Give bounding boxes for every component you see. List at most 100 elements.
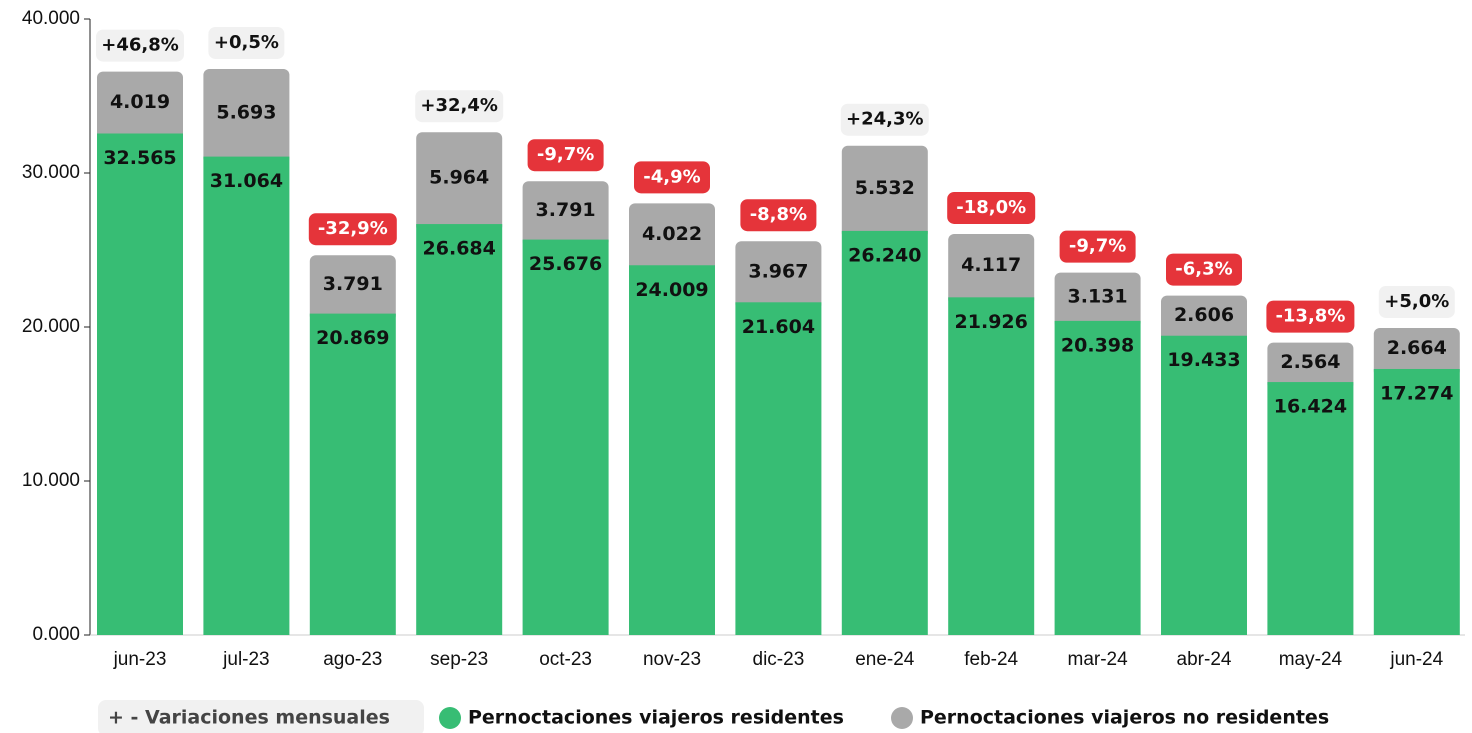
bar-segment — [522, 181, 609, 248]
x-tick-label: jun-23 — [113, 649, 167, 670]
bar-segment — [309, 255, 396, 322]
bar-segment — [1161, 295, 1247, 344]
x-tick-label: jul-23 — [222, 649, 269, 670]
bar-segment — [1054, 320, 1141, 635]
value-label: 5.532 — [855, 177, 915, 199]
x-tick-label: ene-24 — [855, 649, 915, 670]
legend-label: Pernoctaciones viajeros residentes — [468, 707, 844, 729]
value-label: 3.791 — [323, 273, 383, 295]
bar-segment — [416, 132, 503, 233]
variation-box — [1266, 300, 1355, 333]
variation-label: -9,7% — [1069, 236, 1126, 257]
bar-segment — [1373, 368, 1460, 635]
variation-label: -4,9% — [643, 166, 700, 187]
value-label: 17.274 — [1380, 382, 1453, 404]
value-label: 25.676 — [529, 253, 602, 275]
variation-box — [1378, 285, 1455, 318]
value-label: 4.117 — [961, 254, 1021, 276]
y-tick-label: 40.000 — [22, 8, 80, 29]
x-tick-label: jun-24 — [1389, 649, 1443, 670]
bar-segment — [948, 297, 1035, 635]
variation-label: -6,3% — [1175, 259, 1232, 280]
variation-box — [947, 191, 1036, 224]
variation-label: -8,8% — [750, 204, 807, 225]
bar-segment — [1373, 327, 1460, 377]
bar-segment — [203, 68, 290, 165]
variation-label: -18,0% — [956, 197, 1026, 218]
bar-segment — [629, 265, 715, 635]
value-label: 4.019 — [110, 91, 170, 113]
legend-box — [98, 700, 424, 733]
x-tick-label: mar-24 — [1068, 649, 1129, 670]
bar-segment — [1161, 335, 1247, 635]
legend-swatch — [439, 707, 461, 729]
variation-box — [527, 139, 604, 172]
variation-box — [415, 90, 504, 123]
variation-label: -9,7% — [537, 144, 594, 165]
variation-box — [1166, 253, 1242, 286]
value-label: 5.693 — [216, 101, 276, 123]
bar-segment — [1267, 382, 1354, 635]
x-tick-label: abr-24 — [1177, 649, 1232, 670]
value-label: 32.565 — [103, 147, 176, 169]
legend-label: Pernoctaciones viajeros no residentes — [920, 707, 1329, 729]
bar-segment — [735, 302, 822, 635]
bar-segment — [416, 224, 503, 635]
value-label: 3.791 — [536, 199, 596, 221]
y-tick-label: 10.000 — [22, 470, 80, 491]
bar-segment — [97, 133, 183, 635]
value-label: 16.424 — [1274, 396, 1347, 418]
variation-box — [208, 26, 285, 59]
x-tick-label: nov-23 — [643, 649, 701, 670]
bar-segment — [309, 313, 396, 635]
y-tick-label: 30.000 — [22, 162, 80, 183]
variation-label: -32,9% — [318, 218, 388, 239]
value-label: 3.131 — [1068, 285, 1128, 307]
variation-label: +32,4% — [420, 95, 498, 116]
bar-segment — [1267, 342, 1354, 391]
value-label: 3.967 — [748, 260, 808, 282]
value-label: 5.964 — [429, 167, 489, 189]
bar-segment — [522, 239, 609, 635]
value-label: 4.022 — [642, 223, 702, 245]
legend-swatch — [891, 707, 913, 729]
variation-box — [1059, 230, 1136, 263]
variation-label: +24,3% — [846, 109, 924, 130]
value-label: 19.433 — [1167, 349, 1240, 371]
variation-box — [634, 161, 710, 194]
variation-label: +5,0% — [1384, 291, 1449, 312]
x-tick-label: dic-23 — [753, 649, 805, 670]
x-tick-label: sep-23 — [430, 649, 488, 670]
value-label: 2.564 — [1280, 351, 1340, 373]
variation-box — [96, 29, 184, 62]
value-label: 2.664 — [1387, 337, 1447, 359]
value-label: 21.604 — [742, 316, 815, 338]
variation-box — [308, 213, 397, 246]
variation-label: +46,8% — [101, 35, 179, 56]
value-label: 20.869 — [316, 327, 389, 349]
bar-segment — [735, 241, 822, 311]
value-label: 20.398 — [1061, 334, 1134, 356]
value-label: 21.926 — [955, 311, 1028, 333]
value-label: 24.009 — [635, 279, 708, 301]
variation-label: +0,5% — [214, 32, 279, 53]
bar-segment — [841, 230, 928, 636]
bar-segment — [841, 145, 928, 239]
y-tick-label: 0.000 — [32, 624, 80, 645]
variation-box — [740, 199, 817, 232]
variation-label: -13,8% — [1275, 306, 1345, 327]
value-label: 26.684 — [423, 238, 496, 260]
value-label: 31.064 — [210, 170, 283, 192]
value-label: 26.240 — [848, 244, 921, 266]
bar-segment — [1054, 272, 1141, 329]
value-label: 2.606 — [1174, 304, 1234, 326]
bar-segment — [203, 156, 290, 636]
x-tick-label: ago-23 — [323, 649, 382, 670]
x-tick-label: may-24 — [1279, 649, 1343, 670]
bar-segment — [948, 233, 1035, 306]
bar-segment — [629, 203, 715, 274]
variation-box — [840, 103, 929, 136]
bar-segment — [97, 71, 183, 142]
x-tick-label: oct-23 — [539, 649, 592, 670]
